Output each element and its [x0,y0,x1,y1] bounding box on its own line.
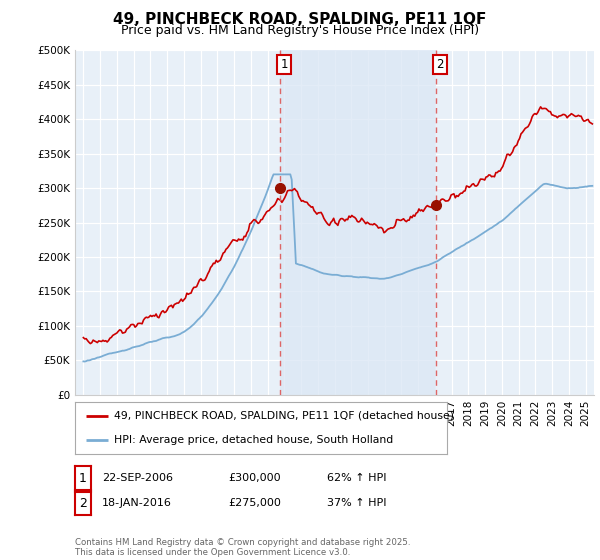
Text: £275,000: £275,000 [228,498,281,508]
Text: 1: 1 [79,472,87,485]
Text: 18-JAN-2016: 18-JAN-2016 [102,498,172,508]
Text: Price paid vs. HM Land Registry's House Price Index (HPI): Price paid vs. HM Land Registry's House … [121,24,479,37]
Text: 1: 1 [280,58,287,71]
Text: 49, PINCHBECK ROAD, SPALDING, PE11 1QF (detached house): 49, PINCHBECK ROAD, SPALDING, PE11 1QF (… [114,411,454,421]
Text: 37% ↑ HPI: 37% ↑ HPI [327,498,386,508]
Text: £300,000: £300,000 [228,473,281,483]
Text: HPI: Average price, detached house, South Holland: HPI: Average price, detached house, Sout… [114,435,394,445]
Text: 2: 2 [436,58,444,71]
Text: 22-SEP-2006: 22-SEP-2006 [102,473,173,483]
Text: 49, PINCHBECK ROAD, SPALDING, PE11 1QF: 49, PINCHBECK ROAD, SPALDING, PE11 1QF [113,12,487,27]
Text: 2: 2 [79,497,87,510]
Text: 62% ↑ HPI: 62% ↑ HPI [327,473,386,483]
Text: Contains HM Land Registry data © Crown copyright and database right 2025.
This d: Contains HM Land Registry data © Crown c… [75,538,410,557]
Bar [280,50,436,395]
